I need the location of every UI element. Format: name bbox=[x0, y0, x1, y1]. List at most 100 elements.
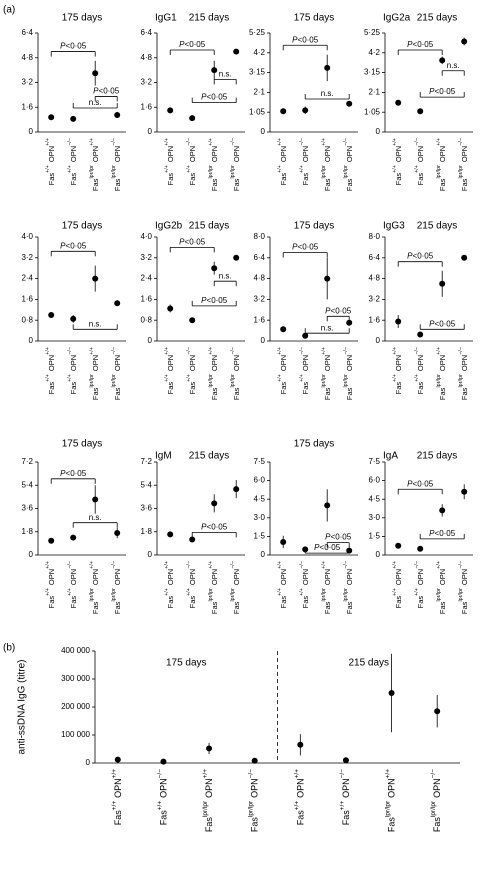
gene: OPN bbox=[69, 355, 78, 371]
y-tick-label: 200 000 bbox=[61, 702, 90, 711]
genotype: +/+ bbox=[202, 769, 209, 779]
y-tick-label: 6·4 bbox=[21, 28, 33, 37]
point bbox=[280, 326, 287, 333]
gene: OPN bbox=[341, 778, 351, 798]
gene: OPN bbox=[323, 355, 332, 371]
point bbox=[461, 254, 468, 261]
genotype: +/+ bbox=[164, 588, 170, 596]
gene: Fas bbox=[232, 387, 241, 400]
y-tick-label: 4·5 bbox=[253, 494, 265, 503]
point bbox=[92, 275, 99, 282]
genotype: −/− bbox=[299, 138, 305, 146]
y-tick-label: 7·5 bbox=[253, 457, 265, 466]
bracket-label: P<0·05 bbox=[60, 241, 87, 250]
y-tick-label: 1·5 bbox=[368, 532, 380, 541]
y-tick-label: 3·2 bbox=[21, 78, 33, 87]
gene: OPN bbox=[91, 146, 100, 162]
x-tick-label: Faslpr/lpr OPN+/+ bbox=[89, 138, 100, 191]
gene: Fas bbox=[188, 173, 197, 186]
gene: Fas bbox=[301, 596, 310, 609]
p-rest: <0·05 bbox=[331, 306, 352, 315]
gene: OPN bbox=[113, 355, 122, 371]
y-tick-label: 1·6 bbox=[140, 295, 152, 304]
y-tick-label: 7·2 bbox=[21, 457, 33, 466]
gene: Fas bbox=[323, 601, 332, 614]
point bbox=[395, 318, 402, 325]
gene: Fas bbox=[47, 596, 56, 609]
point bbox=[70, 115, 77, 122]
gene: OPN bbox=[301, 569, 310, 585]
genotype: lpr/lpr bbox=[385, 800, 392, 817]
x-tick-label: Faslpr/lpr OPN−/− bbox=[230, 347, 241, 400]
point bbox=[439, 57, 446, 64]
genotype: lpr/lpr bbox=[230, 165, 236, 179]
genotype: lpr/lpr bbox=[458, 374, 464, 388]
genotype: +/+ bbox=[299, 165, 305, 173]
gene: Fas bbox=[279, 382, 288, 395]
p-rest: <0·05 bbox=[185, 238, 206, 247]
genotype: +/+ bbox=[277, 165, 283, 173]
y-tick-label: 300 000 bbox=[61, 674, 90, 683]
panel-label: (b) bbox=[3, 643, 15, 654]
p-rest: <0·05 bbox=[435, 87, 456, 96]
bracket-label: P<0·05 bbox=[60, 469, 87, 478]
y-tick-label: 3·6 bbox=[21, 504, 33, 513]
genotype: +/+ bbox=[67, 374, 73, 382]
genotype: lpr/lpr bbox=[321, 374, 327, 388]
gene: Fas bbox=[438, 601, 447, 614]
x-tick-label: Fas+/+ OPN−/− bbox=[299, 138, 310, 185]
genotype: +/+ bbox=[436, 138, 442, 146]
p-rest: <0·05 bbox=[99, 87, 120, 96]
point bbox=[114, 111, 121, 118]
point bbox=[114, 530, 121, 537]
genotype: +/+ bbox=[164, 347, 170, 355]
y-tick-label: 4·8 bbox=[253, 274, 265, 283]
bracket-label: n.s. bbox=[219, 271, 232, 280]
x-tick-label: Fas+/+ OPN−/− bbox=[156, 769, 168, 825]
gene: OPN bbox=[279, 146, 288, 162]
y-tick-label: 0 bbox=[261, 550, 266, 559]
gene: Fas bbox=[47, 173, 56, 186]
gene: OPN bbox=[301, 146, 310, 162]
gene: OPN bbox=[345, 355, 354, 371]
y-tick-label: 4·0 bbox=[140, 232, 152, 241]
point bbox=[280, 108, 287, 115]
y-tick-label: 3·6 bbox=[140, 504, 152, 513]
point bbox=[439, 280, 446, 287]
gene: OPN bbox=[323, 569, 332, 585]
y-tick-label: 4·8 bbox=[368, 274, 380, 283]
x-tick-label: Fas+/+OPN+/+ bbox=[164, 347, 175, 394]
p-italic: P bbox=[407, 252, 413, 261]
gene: Fas bbox=[69, 173, 78, 186]
p-rest: <0·05 bbox=[66, 241, 87, 250]
gene: OPN bbox=[210, 146, 219, 162]
y-tick-label: 3·2 bbox=[21, 253, 33, 262]
gene: Fas bbox=[438, 178, 447, 191]
y-tick-label: 0 bbox=[29, 336, 34, 345]
genotype: +/+ bbox=[89, 138, 95, 146]
x-tick-label: Faslpr/lpr OPN+/+ bbox=[208, 347, 219, 400]
genotype: −/− bbox=[458, 347, 464, 355]
p-italic: P bbox=[60, 469, 66, 478]
genotype: +/+ bbox=[339, 801, 346, 811]
point bbox=[233, 48, 240, 55]
gene: OPN bbox=[295, 778, 305, 798]
isotype: IgG1 bbox=[155, 13, 177, 24]
p-rest: <0·05 bbox=[207, 93, 228, 102]
gene: OPN bbox=[250, 778, 260, 798]
x-tick-label: Fas+/+OPN+/+ bbox=[45, 561, 56, 608]
panel-title: 175 days bbox=[294, 221, 335, 232]
y-tick-label: 2·4 bbox=[140, 274, 152, 283]
genotype: −/− bbox=[414, 347, 420, 355]
point bbox=[251, 757, 258, 764]
genotype: −/− bbox=[299, 347, 305, 355]
genotype: lpr/lpr bbox=[436, 588, 442, 602]
genotype: +/+ bbox=[111, 801, 118, 811]
bracket-label: P<0·05 bbox=[201, 93, 228, 102]
gene: Fas bbox=[69, 382, 78, 395]
x-tick-label: Fas+/+ OPN−/− bbox=[67, 561, 78, 608]
genotype: −/− bbox=[248, 769, 255, 779]
genotype: +/+ bbox=[208, 138, 214, 146]
gene: Fas bbox=[279, 173, 288, 186]
point bbox=[70, 315, 77, 322]
